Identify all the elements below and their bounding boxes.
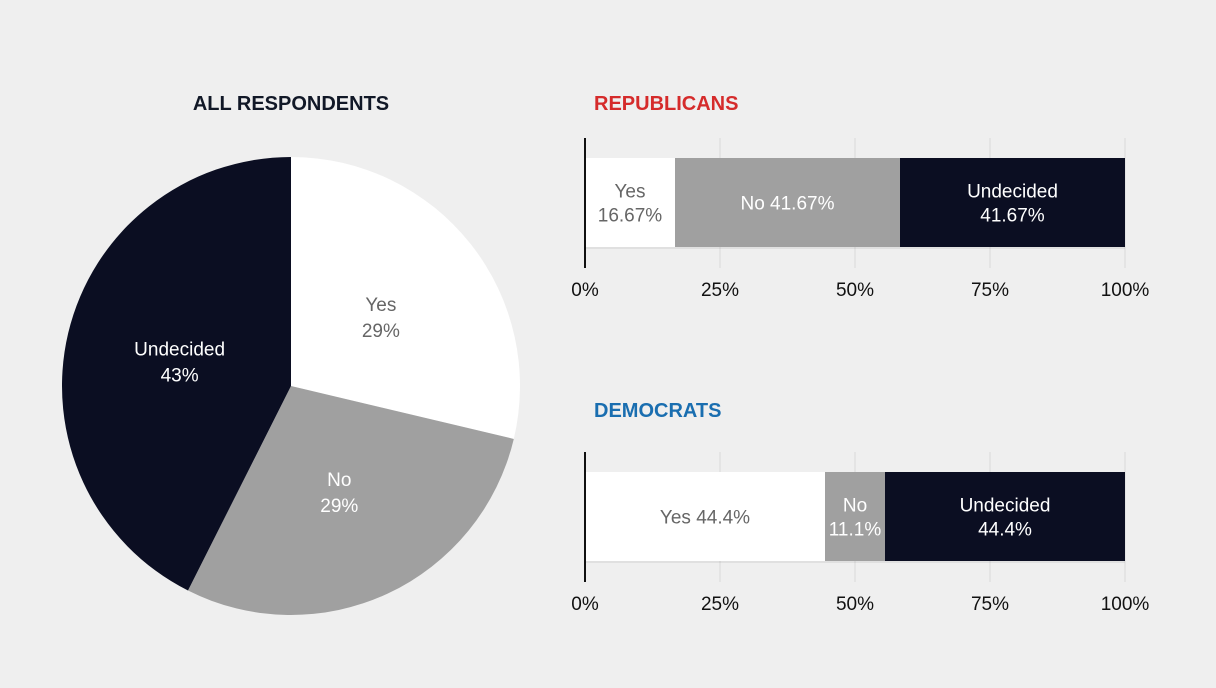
republicans-tick-label: 25% xyxy=(701,280,739,301)
democrats-bar-chart: 0% 25% 50% 75% 100% Yes 44.4% No 11.1% Undecided… xyxy=(571,452,1149,615)
democrats-tick-label: 75% xyxy=(971,594,1009,615)
republicans-tick-label: 75% xyxy=(971,280,1009,301)
democrats-segment-yes-label: Yes 44.4% xyxy=(660,508,750,529)
republicans-segment-yes-value: 16.67% xyxy=(598,206,663,227)
republicans-segment-undecided-value: 41.67% xyxy=(980,206,1045,227)
republicans-segment-undecided xyxy=(900,158,1125,247)
democrats-segment-undecided-value: 44.4% xyxy=(978,520,1032,541)
republicans-bar-chart: 0% 25% 50% 75% 100% Yes 16.67% No 41.67% Undecid… xyxy=(571,138,1149,301)
democrats-chart-title: DEMOCRATS xyxy=(594,400,721,422)
republicans-chart-title: REPUBLICANS xyxy=(594,93,738,115)
democrats-segment-no-category: No xyxy=(843,496,867,517)
pie-label-undecided-category: Undecided xyxy=(134,340,225,361)
republicans-tick-label: 100% xyxy=(1101,280,1150,301)
pie-chart: Yes 29% No 29% Undecided 43% xyxy=(62,157,520,615)
republicans-tick-label: 0% xyxy=(571,280,599,301)
pie-slice-no xyxy=(187,386,514,615)
democrats-segment-undecided xyxy=(885,472,1125,561)
pie-label-yes-value: 29% xyxy=(362,321,400,342)
republicans-segment-undecided-category: Undecided xyxy=(967,182,1058,203)
republicans-segment-no-label: No 41.67% xyxy=(740,194,834,215)
democrats-segment-no-value: 11.1% xyxy=(829,520,882,541)
pie-slice-undecided xyxy=(62,157,291,591)
pie-label-no-category: No xyxy=(327,470,351,491)
democrats-segment-no xyxy=(825,472,885,561)
democrats-tick-label: 0% xyxy=(571,594,599,615)
democrats-tick-label: 25% xyxy=(701,594,739,615)
democrats-tick-label: 100% xyxy=(1101,594,1150,615)
republicans-segment-yes-category: Yes xyxy=(615,182,646,203)
republicans-tick-label: 50% xyxy=(836,280,874,301)
republicans-segment-yes xyxy=(585,158,676,247)
republicans-segment-no xyxy=(675,158,901,247)
pie-slice-yes xyxy=(291,157,520,439)
democrats-segment-undecided-category: Undecided xyxy=(960,496,1051,517)
pie-label-no-value: 29% xyxy=(320,496,358,517)
democrats-segment-yes xyxy=(585,472,825,561)
pie-chart-title: ALL RESPONDENTS xyxy=(193,93,389,115)
democrats-tick-label: 50% xyxy=(836,594,874,615)
pie-label-yes-category: Yes xyxy=(365,295,396,316)
pie-label-undecided-value: 43% xyxy=(161,366,199,387)
